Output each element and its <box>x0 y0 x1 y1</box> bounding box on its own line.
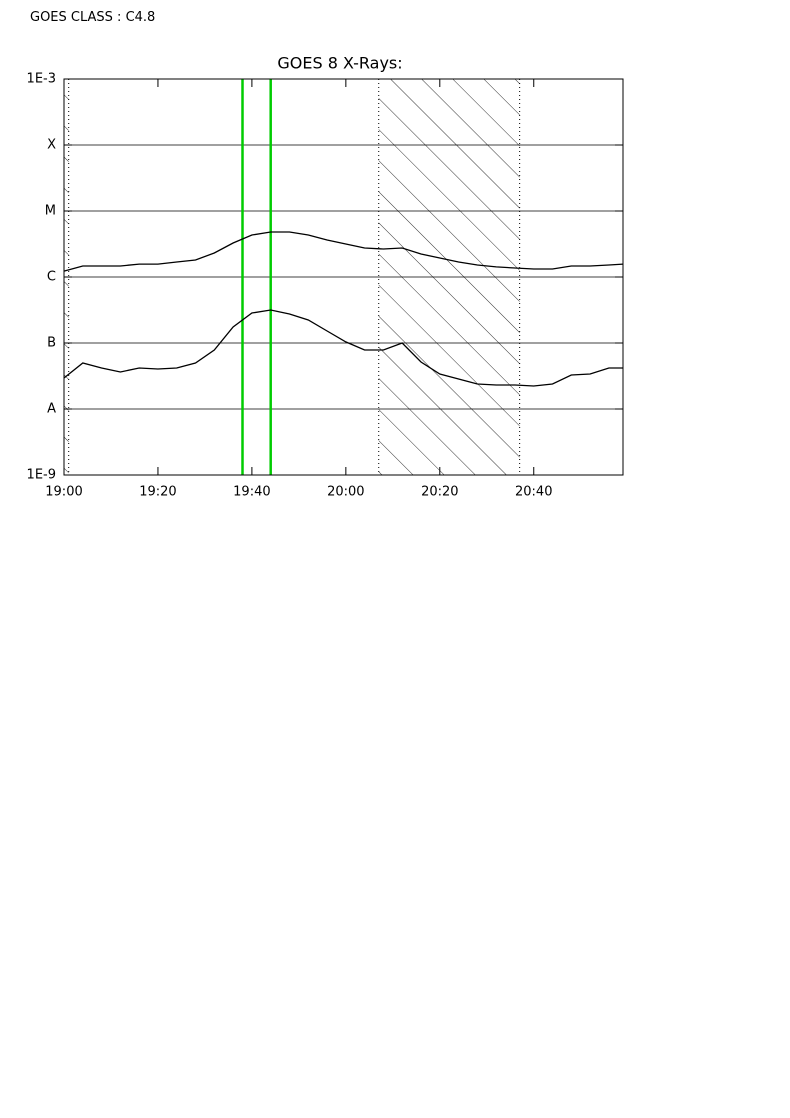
y-tick-label: C <box>47 270 56 285</box>
flux-line <box>63 231 624 272</box>
plot-frame <box>63 78 624 476</box>
y-tick-label: M <box>45 204 56 219</box>
flux-line <box>63 309 623 387</box>
goes-class: GOES CLASS : C4.8 <box>30 10 156 25</box>
x-tick-label: 19:00 <box>45 485 82 500</box>
chart-title: GOES 8 X-Rays: <box>277 54 402 73</box>
y-tick-label: B <box>47 336 56 351</box>
x-tick-label: 19:40 <box>233 485 270 500</box>
x-tick-label: 19:20 <box>139 485 176 500</box>
y-tick-label: 1E-9 <box>27 468 56 483</box>
x-tick-label: 20:00 <box>327 485 364 500</box>
y-tick-label: 1E-3 <box>27 72 56 87</box>
x-tick-label: 20:40 <box>515 485 552 500</box>
y-tick-label: A <box>47 402 56 417</box>
x-tick-label: 20:20 <box>421 485 458 500</box>
y-tick-label: X <box>47 138 56 153</box>
